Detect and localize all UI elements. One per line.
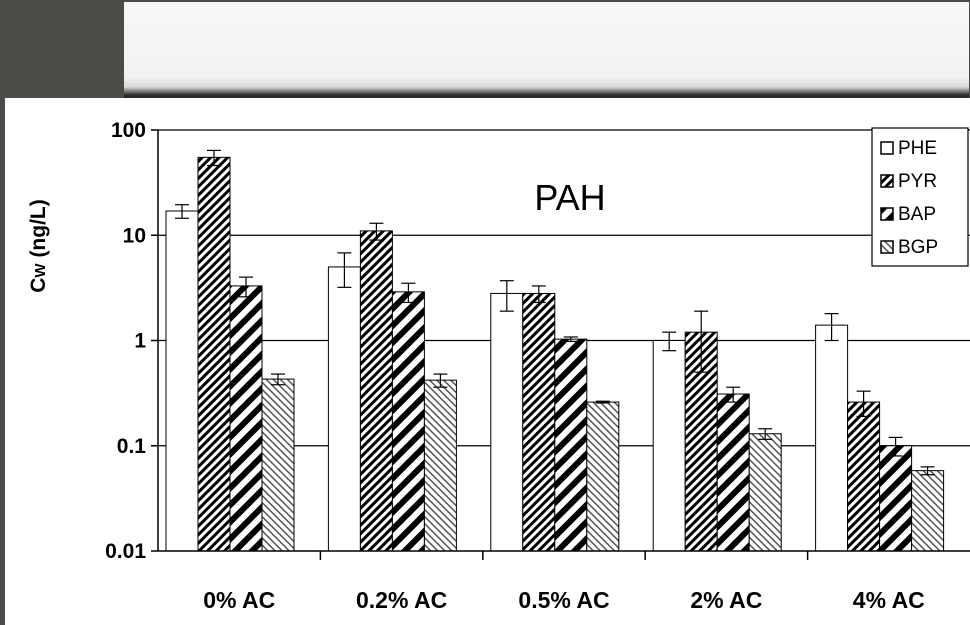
bar-bgp [261,378,295,552]
bar-bap [554,338,588,552]
bar-bgp [911,470,945,552]
chart-panel: 100 10 1 0.1 0.01 0% AC 0.2% AC 0.5% AC 2% AC 4% … [5,98,970,625]
bar-bap [879,445,913,552]
bar-phe [165,210,199,552]
bar-pyr [197,156,231,552]
bar-phe [652,340,686,552]
legend-label-pyr: PYR [898,171,937,192]
x-tick-label: 0% AC [203,587,275,613]
legend-label-bap: BAP [898,204,936,225]
bar-phe [490,292,524,552]
bar-bap [229,285,263,552]
bar-chart: 100 10 1 0.1 0.01 0% AC 0.2% AC 0.5% AC 2% AC 4% … [27,119,970,613]
y-axis-label-subscript: W [32,263,49,278]
legend-swatch-bap [880,207,894,221]
bar-bgp [586,401,620,552]
bar-pyr [847,401,881,552]
legend-swatch-bgp [880,240,894,254]
x-tick-label: 0.5% AC [518,587,609,613]
y-axis-label: CW (ng/L) [27,199,50,292]
legend-label-bgp: BGP [898,237,938,258]
legend-label-phe: PHE [898,138,937,159]
y-axis-label-unit: (ng/L) [27,199,50,263]
y-tick-label: 10 [123,224,146,247]
x-tick-label: 4% AC [853,587,925,613]
chart-title: PAH [534,177,605,218]
legend: PHE PYR BAP BGP [871,127,969,267]
legend-swatch-pyr [880,174,894,188]
bar-bap [391,291,425,552]
y-tick-label: 1 [134,330,146,353]
bar-phe [327,266,361,552]
bar-bgp [423,379,457,552]
bar-pyr [522,292,556,552]
y-tick-label: 0.01 [105,540,146,563]
y-tick-label: 0.1 [117,435,147,458]
background-photo-strip [124,2,969,102]
legend-swatch-phe [880,141,894,155]
y-tick-label: 100 [111,119,146,142]
bar-pyr [359,230,393,552]
x-tick-label: 2% AC [690,587,762,613]
bar-bgp [748,433,782,552]
bar-phe [815,324,849,552]
y-axis-label-main: C [27,278,50,293]
x-tick-label: 0.2% AC [356,587,447,613]
bar-bap [716,393,750,552]
